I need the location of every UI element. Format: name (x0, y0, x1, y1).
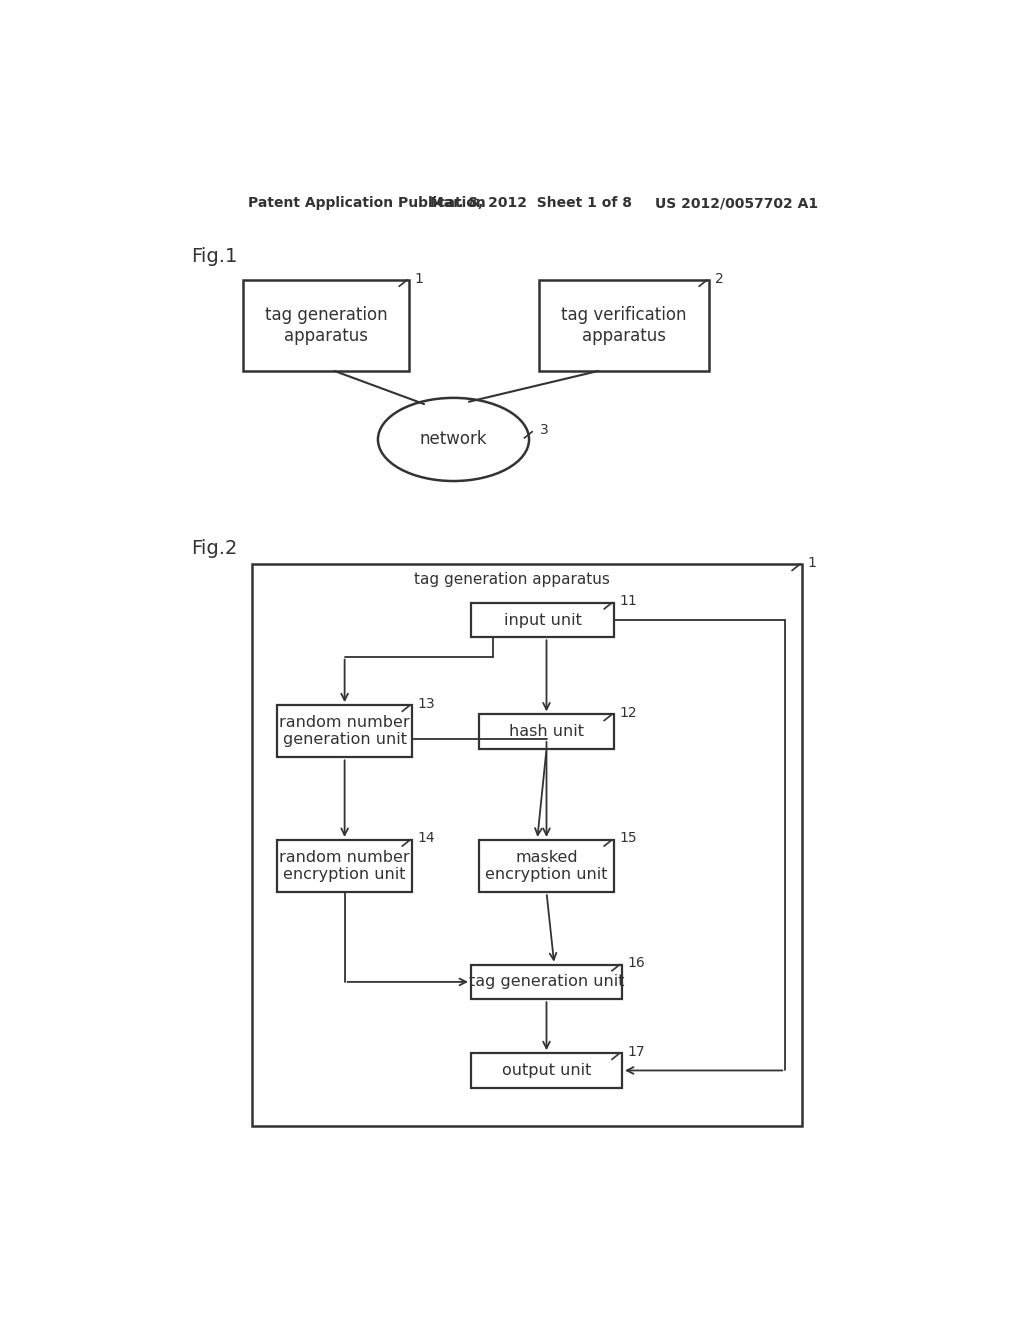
Text: Patent Application Publication: Patent Application Publication (248, 197, 485, 210)
Text: input unit: input unit (504, 612, 582, 627)
Text: network: network (420, 430, 487, 449)
Text: 14: 14 (418, 832, 435, 845)
Bar (478, 714, 614, 748)
Text: output unit: output unit (502, 1063, 591, 1078)
Text: Fig.1: Fig.1 (191, 247, 238, 267)
Bar (276, 840, 413, 892)
Bar (539, 280, 710, 371)
Text: 16: 16 (628, 956, 645, 970)
Text: 15: 15 (620, 832, 637, 845)
Text: hash unit: hash unit (509, 725, 584, 739)
Text: random number
generation unit: random number generation unit (280, 715, 410, 747)
Text: Mar. 8, 2012  Sheet 1 of 8: Mar. 8, 2012 Sheet 1 of 8 (430, 197, 632, 210)
Text: tag generation
apparatus: tag generation apparatus (264, 306, 387, 345)
Text: 3: 3 (540, 424, 549, 437)
Text: 13: 13 (418, 697, 435, 710)
Text: tag generation apparatus: tag generation apparatus (414, 572, 609, 587)
Text: Fig.2: Fig.2 (191, 540, 238, 558)
Bar (471, 603, 614, 638)
Bar (243, 280, 410, 371)
Text: tag verification
apparatus: tag verification apparatus (561, 306, 687, 345)
Text: 11: 11 (620, 594, 638, 609)
Text: 1: 1 (808, 556, 816, 570)
Bar (478, 840, 614, 892)
Bar (276, 705, 413, 758)
Text: random number
encryption unit: random number encryption unit (280, 850, 410, 882)
Text: 1: 1 (415, 272, 424, 285)
Bar (471, 1053, 622, 1088)
Text: masked
encryption unit: masked encryption unit (485, 850, 608, 882)
Ellipse shape (378, 397, 529, 480)
Text: US 2012/0057702 A1: US 2012/0057702 A1 (655, 197, 818, 210)
Text: 12: 12 (620, 706, 637, 719)
Text: tag generation unit: tag generation unit (469, 974, 625, 990)
Text: 2: 2 (715, 272, 723, 285)
Text: 17: 17 (628, 1044, 645, 1059)
Bar (252, 564, 802, 1126)
Bar (471, 965, 622, 999)
